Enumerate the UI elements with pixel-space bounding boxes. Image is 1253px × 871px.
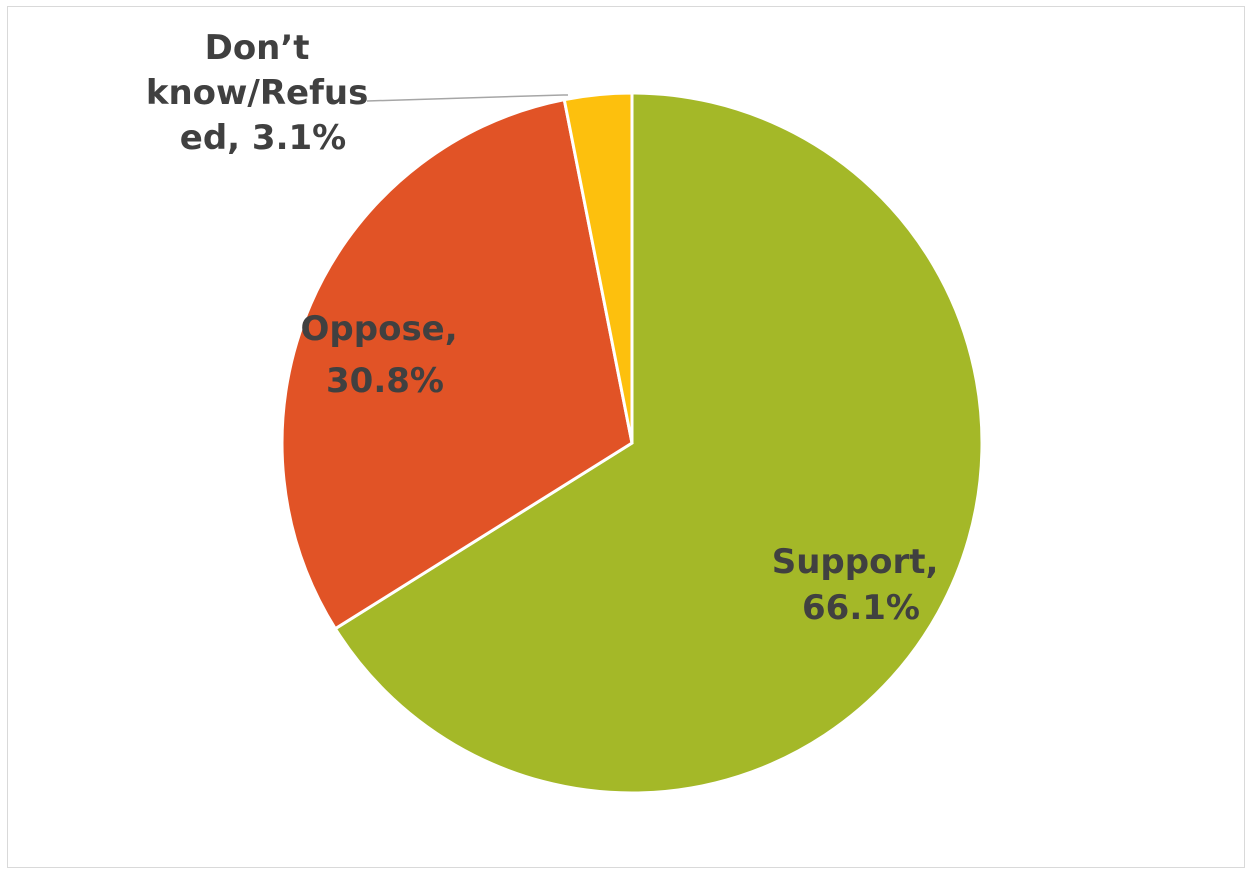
data-label-oppose: Oppose, 30.8% <box>301 309 470 401</box>
data-label-support-line2: 66.1% <box>802 588 920 628</box>
data-label-dont-know: Don’t know/Refus ed, 3.1% <box>146 28 380 158</box>
data-label-oppose-line2: 30.8% <box>326 361 444 401</box>
pie-slices <box>280 91 984 795</box>
chart-area: Support, 66.1% Oppose, 30.8% Don’t know/… <box>7 6 1245 868</box>
leader-line-dont-know <box>366 94 564 102</box>
data-label-oppose-line1: Oppose, <box>301 309 458 349</box>
pie-chart: Support, 66.1% Oppose, 30.8% Don’t know/… <box>146 28 984 795</box>
data-label-support: Support, 66.1% <box>772 542 951 628</box>
data-label-support-line1: Support, <box>772 542 939 582</box>
data-label-dont-know-line1: Don’t <box>205 28 310 68</box>
data-label-dont-know-line3: ed, 3.1% <box>180 118 346 158</box>
pie-slice-oppose <box>280 97 634 631</box>
pie-slice-dont-know <box>562 91 634 444</box>
pie-slice-support <box>333 91 984 795</box>
data-label-dont-know-line2: know/Refus <box>146 73 368 113</box>
